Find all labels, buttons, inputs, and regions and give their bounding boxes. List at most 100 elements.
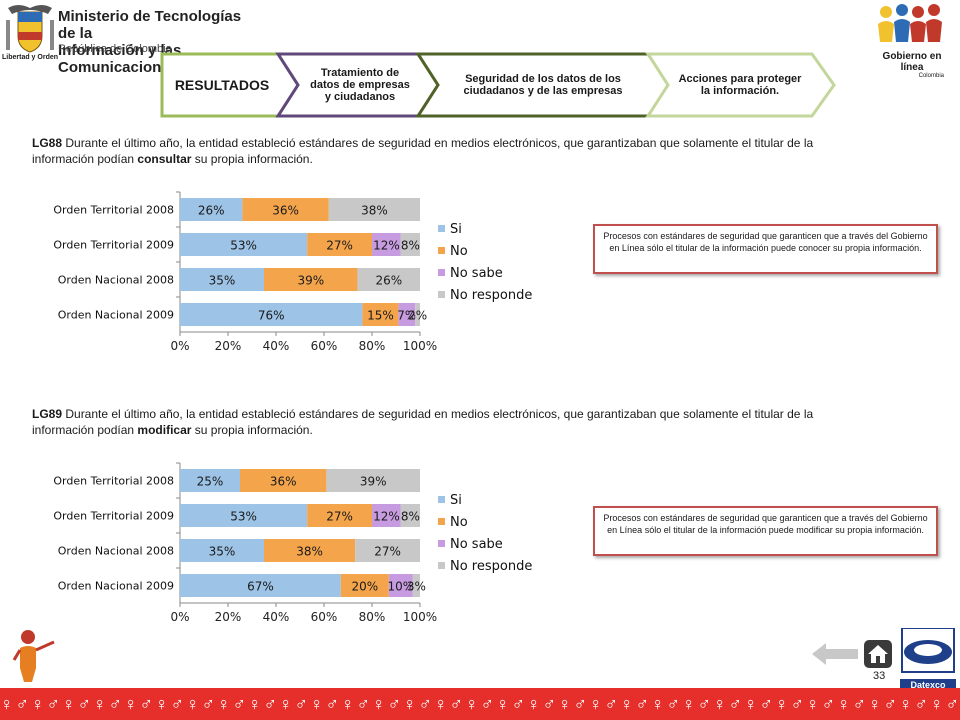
- data-label: 38%: [361, 204, 388, 218]
- data-label: 27%: [326, 510, 353, 524]
- data-label: 53%: [230, 510, 257, 524]
- bar-segment-no-responde: [415, 303, 420, 326]
- question-emphasis: modificar: [137, 423, 192, 437]
- x-tick-label: 0%: [170, 610, 189, 624]
- legend-swatch: [438, 540, 445, 547]
- bar-segment-no: [240, 469, 327, 492]
- note-box-lg89: Procesos con estándares de seguridad que…: [593, 506, 938, 556]
- legend-swatch: [438, 225, 445, 232]
- bar-segment-no-responde: [400, 504, 420, 527]
- x-tick-label: 60%: [311, 339, 338, 353]
- bar-segment-si: [180, 504, 308, 527]
- legend-swatch: [438, 518, 445, 525]
- bar-segment-no: [264, 539, 356, 562]
- data-label: 7%: [397, 309, 416, 323]
- legend-label: No sabe: [450, 266, 503, 281]
- bar-segment-no-responde: [355, 539, 420, 562]
- question-text: Durante el último año, la entidad establ…: [32, 407, 814, 437]
- bar-segment-no-responde: [357, 268, 420, 291]
- bar-segment-no-responde: [400, 233, 420, 256]
- step-resultados[interactable]: RESULTADOS: [174, 77, 270, 93]
- question-lg89: LG89 Durante el último año, la entidad e…: [32, 406, 842, 438]
- x-tick-label: 40%: [263, 610, 290, 624]
- x-tick-label: 80%: [359, 610, 386, 624]
- data-label: 26%: [375, 274, 402, 288]
- legend-label: No responde: [450, 559, 532, 574]
- bar-segment-no-sabe: [388, 574, 413, 597]
- category-label: Orden Territorial 2008: [53, 204, 174, 217]
- data-label: 53%: [230, 239, 257, 253]
- bar-segment-no: [362, 303, 399, 326]
- legend-swatch: [438, 562, 445, 569]
- x-tick-label: 60%: [311, 610, 338, 624]
- legend-label: No: [450, 244, 468, 259]
- bar-segment-si: [180, 539, 264, 562]
- data-label: 27%: [374, 545, 401, 559]
- data-label: 10%: [387, 580, 414, 594]
- bar-segment-si: [180, 268, 264, 291]
- home-icon[interactable]: [864, 640, 892, 668]
- bar-segment-no: [340, 574, 389, 597]
- data-label: 67%: [247, 580, 274, 594]
- ministry-subtitle: República de Colombia: [58, 43, 172, 55]
- bar-segment-no-responde: [326, 469, 420, 492]
- data-label: 12%: [373, 239, 400, 253]
- data-label: 8%: [401, 510, 420, 524]
- ministry-title-line1: Ministerio de Tecnologías de la: [58, 8, 242, 42]
- question-code: LG88: [32, 136, 63, 150]
- data-label: 3%: [407, 580, 426, 594]
- question-emphasis: consultar: [137, 152, 192, 166]
- data-label: 25%: [197, 475, 224, 489]
- data-label: 36%: [272, 204, 299, 218]
- page-number: 33: [873, 670, 886, 682]
- step-tratamiento-datos[interactable]: Tratamiento de datos de empresas y ciuda…: [310, 67, 410, 103]
- data-label: 27%: [326, 239, 353, 253]
- question-code: LG89: [32, 407, 63, 421]
- data-label: 20%: [351, 580, 378, 594]
- legend-swatch: [438, 269, 445, 276]
- data-label: 12%: [373, 510, 400, 524]
- footer-pattern: ♀♂♀♂♀♂♀♂♀♂♀♂♀♂♀♂♀♂♀♂♀♂♀♂♀♂♀♂♀♂♀♂♀♂♀♂♀♂♀♂…: [0, 694, 960, 714]
- category-label: Orden Territorial 2009: [53, 510, 174, 523]
- bar-segment-si: [180, 574, 341, 597]
- bar-segment-si: [180, 303, 363, 326]
- data-label: 36%: [270, 475, 297, 489]
- data-label: 39%: [360, 475, 387, 489]
- step-acciones-proteger[interactable]: Acciones para proteger la información.: [678, 73, 802, 97]
- note-box-lg88: Procesos con estándares de seguridad que…: [593, 224, 938, 274]
- data-label: 15%: [367, 309, 394, 323]
- bar-segment-no-responde: [412, 574, 420, 597]
- x-tick-label: 0%: [170, 339, 189, 353]
- bar-segment-no: [264, 268, 358, 291]
- gov-logo-text: Gobierno en línea: [882, 51, 942, 73]
- left-arrow-icon[interactable]: [812, 643, 858, 665]
- person-icon: [10, 628, 60, 684]
- legend-label: No responde: [450, 288, 532, 303]
- data-label: 76%: [258, 309, 285, 323]
- bar-segment-si: [180, 469, 240, 492]
- x-tick-label: 100%: [403, 610, 437, 624]
- category-label: Orden Nacional 2009: [58, 309, 174, 322]
- step-seguridad-datos[interactable]: Seguridad de los datos de los ciudadanos…: [463, 73, 623, 97]
- data-label: 8%: [401, 239, 420, 253]
- bar-segment-no: [307, 504, 372, 527]
- bar-segment-si: [180, 233, 308, 256]
- x-tick-label: 20%: [215, 339, 242, 353]
- x-tick-label: 20%: [215, 610, 242, 624]
- data-label: 38%: [296, 545, 323, 559]
- data-label: 39%: [297, 274, 324, 288]
- gov-logo-country: Colombia: [918, 73, 944, 79]
- legend-label: Si: [450, 493, 462, 508]
- bar-segment-no: [242, 198, 329, 221]
- process-steps: RESULTADOS Tratamiento de datos de empre…: [160, 52, 840, 118]
- x-tick-label: 80%: [359, 339, 386, 353]
- ministry-title-line2: Información y las Comunicaciones: [58, 42, 182, 76]
- legend-swatch: [438, 247, 445, 254]
- data-label: 35%: [209, 545, 236, 559]
- datexco-logo: Datexco: [900, 627, 956, 691]
- data-label: 26%: [198, 204, 225, 218]
- chart-lg89: 0% 20% 40% 60% 80% 100% Orden Territorial 2008…: [53, 462, 532, 624]
- data-label: 35%: [209, 274, 236, 288]
- legend-swatch: [438, 496, 445, 503]
- bar-segment-no-responde: [328, 198, 420, 221]
